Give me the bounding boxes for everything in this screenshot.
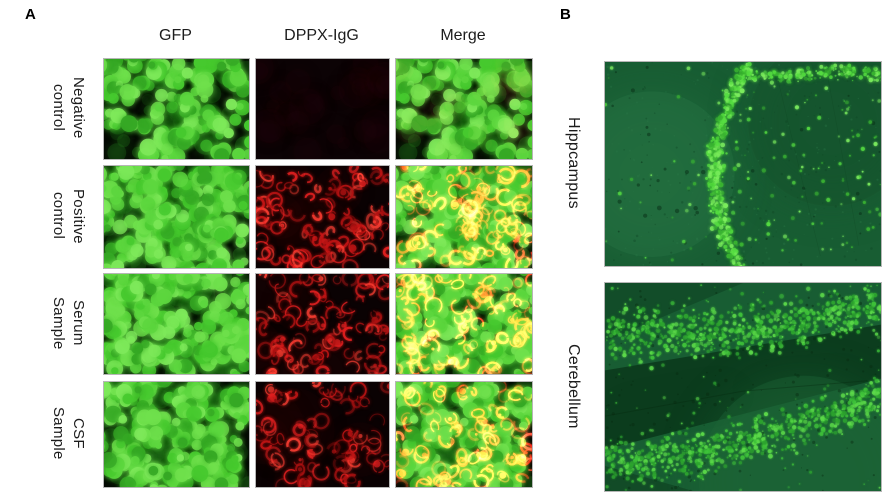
row-label-positive-control: Positive control — [50, 188, 87, 244]
micrograph-positive-control-dppx-igg — [255, 165, 390, 269]
micrograph-positive-control-merge — [395, 165, 533, 269]
micrograph-negative-control-gfp — [103, 58, 250, 160]
micrograph-csf-sample-dppx-igg — [255, 381, 390, 488]
panel-b-label: B — [560, 6, 571, 23]
panel-a-label: A — [25, 6, 36, 23]
micrograph-cerebellum — [604, 282, 882, 492]
micrograph-csf-sample-gfp — [103, 381, 250, 488]
column-header-dppx-igg: DPPX-IgG — [284, 27, 359, 44]
micrograph-hippocampus — [604, 61, 882, 267]
row-label-serum-sample: Serum Sample — [50, 296, 87, 350]
micrograph-serum-sample-dppx-igg — [255, 273, 390, 375]
row-label-csf-sample: CSF Sample — [50, 407, 87, 460]
micrograph-serum-sample-merge — [395, 273, 533, 375]
micrograph-csf-sample-merge — [395, 381, 533, 488]
micrograph-positive-control-gfp — [103, 165, 250, 269]
micrograph-serum-sample-gfp — [103, 273, 250, 375]
micrograph-negative-control-merge — [395, 58, 533, 160]
section-label-hippocampus: Hippcampus — [565, 117, 582, 209]
column-header-gfp: GFP — [159, 27, 192, 44]
micrograph-negative-control-dppx-igg — [255, 58, 390, 160]
section-label-cerebellum: Cerebellum — [565, 343, 582, 429]
column-header-merge: Merge — [440, 27, 486, 44]
row-label-negative-control: Negative control — [50, 77, 87, 139]
